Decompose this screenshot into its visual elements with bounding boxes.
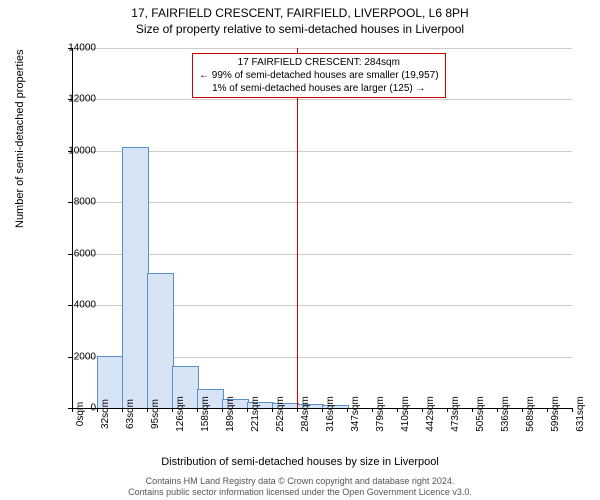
x-tick-label: 599sqm [550,396,561,432]
x-tick-label: 252sqm [275,396,286,432]
histogram-bar [147,273,174,408]
x-tick-label: 442sqm [425,396,436,432]
x-tick-label: 158sqm [200,396,211,432]
x-axis-line [72,408,572,409]
y-tick-label: 8000 [74,197,96,208]
chart-title-line2: Size of property relative to semi-detach… [0,20,600,36]
gridline [72,99,572,100]
x-tick-label: 0sqm [75,402,86,426]
x-tick-label: 63sqm [125,399,136,429]
x-tick-label: 379sqm [375,396,386,432]
gridline [72,48,572,49]
x-tick-label: 536sqm [500,396,511,432]
x-tick-label: 631sqm [575,396,586,432]
chart-container: 17, FAIRFIELD CRESCENT, FAIRFIELD, LIVER… [0,0,600,500]
x-tick-label: 284sqm [300,396,311,432]
y-tick-label: 12000 [68,94,96,105]
x-tick-label: 568sqm [525,396,536,432]
footer-line1: Contains HM Land Registry data © Crown c… [0,476,600,487]
histogram-bar [122,147,149,408]
footer-line2: Contains public sector information licen… [0,487,600,498]
x-tick-label: 473sqm [450,396,461,432]
y-tick-label: 2000 [74,351,96,362]
footer-attribution: Contains HM Land Registry data © Crown c… [0,476,600,498]
x-tick-label: 221sqm [250,396,261,432]
y-tick-label: 14000 [68,43,96,54]
x-tick-label: 410sqm [400,396,411,432]
x-tick-mark [572,408,573,412]
x-axis-label: Distribution of semi-detached houses by … [0,456,600,468]
annotation-line1: 17 FAIRFIELD CRESCENT: 284sqm [199,56,439,69]
y-axis-label: Number of semi-detached properties [14,49,26,228]
y-tick-label: 6000 [74,248,96,259]
x-tick-label: 32sqm [100,399,111,429]
x-tick-label: 316sqm [325,396,336,432]
y-tick-label: 10000 [68,145,96,156]
annotation-box: 17 FAIRFIELD CRESCENT: 284sqm← 99% of se… [192,53,446,98]
property-marker-line [297,48,298,408]
x-tick-label: 95sqm [150,399,161,429]
x-tick-label: 189sqm [225,396,236,432]
y-tick-label: 4000 [74,300,96,311]
annotation-line3: 1% of semi-detached houses are larger (1… [199,82,439,95]
plot-area: 17 FAIRFIELD CRESCENT: 284sqm← 99% of se… [72,48,572,408]
x-tick-label: 126sqm [175,396,186,432]
x-tick-label: 505sqm [475,396,486,432]
chart-title-line1: 17, FAIRFIELD CRESCENT, FAIRFIELD, LIVER… [0,0,600,20]
y-tick-label: 0 [90,403,96,414]
x-tick-label: 347sqm [350,396,361,432]
annotation-line2: ← 99% of semi-detached houses are smalle… [199,69,439,82]
